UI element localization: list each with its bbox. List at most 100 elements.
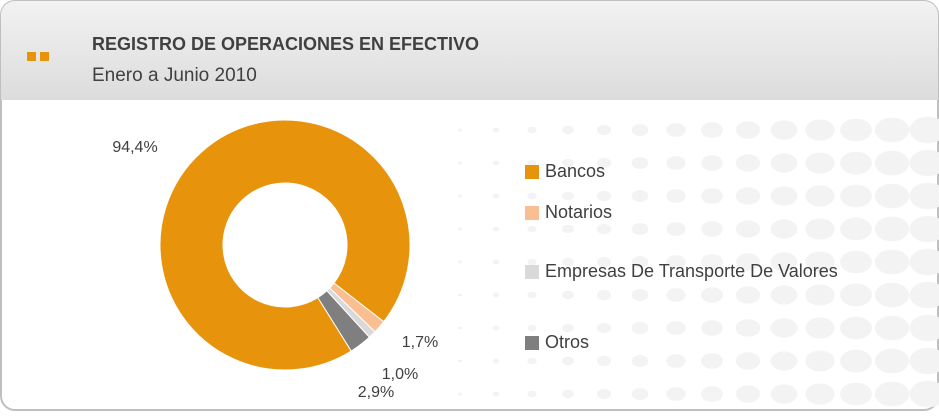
legend-swatch: [525, 206, 539, 220]
dot: [874, 150, 910, 176]
dot: [527, 258, 537, 266]
dot: [805, 251, 835, 273]
bullet: [27, 52, 36, 61]
dot: [770, 186, 798, 206]
bullet: [40, 52, 49, 61]
dot: [666, 255, 686, 269]
dot: [735, 319, 761, 337]
dot: [492, 358, 500, 364]
dot: [701, 122, 723, 138]
dot: [631, 190, 649, 202]
dot: [840, 250, 872, 274]
dot: [492, 193, 500, 199]
dot: [735, 220, 761, 238]
dot: [631, 289, 649, 301]
dot: [562, 257, 574, 267]
dot: [840, 382, 872, 406]
dot: [805, 218, 835, 240]
header: [1, 1, 938, 100]
donut-slice: [317, 290, 371, 352]
dot: [527, 357, 537, 365]
dot: [666, 189, 686, 203]
dot: [457, 128, 463, 132]
dot: [562, 224, 574, 234]
dot: [840, 283, 872, 307]
dot: [457, 260, 463, 264]
dot: [631, 322, 649, 334]
data-label: 2,9%: [358, 384, 394, 401]
dot: [457, 293, 463, 297]
dot: [770, 285, 798, 305]
dot: [874, 315, 910, 341]
legend-swatch: [525, 336, 539, 350]
dot: [527, 159, 537, 167]
dot: [492, 325, 500, 331]
dot: [596, 355, 612, 367]
dot: [735, 352, 761, 370]
dot: [909, 281, 939, 309]
dot: [527, 126, 537, 134]
dot: [666, 156, 686, 170]
legend-label: Empresas De Transporte De Valores: [545, 261, 838, 281]
dot: [527, 192, 537, 200]
dot: [562, 191, 574, 201]
dot: [770, 219, 798, 239]
dot: [909, 248, 939, 276]
dot: [874, 282, 910, 308]
dot: [457, 359, 463, 363]
chart-title: REGISTRO DE OPERACIONES EN EFECTIVO: [92, 34, 479, 54]
dot: [909, 116, 939, 144]
dot: [457, 392, 463, 396]
dot: [735, 154, 761, 172]
dot: [874, 381, 910, 407]
dot: [770, 351, 798, 371]
dot: [805, 350, 835, 372]
dot: [631, 355, 649, 367]
dot: [492, 292, 500, 298]
legend-label: Otros: [545, 332, 589, 352]
legend-swatch: [525, 165, 539, 179]
dot: [596, 124, 612, 136]
dot: [735, 286, 761, 304]
dot: [457, 194, 463, 198]
dot: [596, 190, 612, 202]
dot: [457, 227, 463, 231]
dot: [770, 384, 798, 404]
dot: [562, 125, 574, 135]
legend-swatch: [525, 265, 539, 279]
chart-subtitle: Enero a Junio 2010: [92, 65, 257, 86]
dot: [666, 387, 686, 401]
dot: [701, 386, 723, 402]
data-label: 1,0%: [382, 366, 418, 383]
dot: [631, 388, 649, 400]
dot: [735, 385, 761, 403]
dot: [874, 117, 910, 143]
dot: [562, 389, 574, 399]
dot: [770, 252, 798, 272]
dot: [666, 321, 686, 335]
dot: [492, 127, 500, 133]
data-label: 94,4%: [112, 139, 157, 156]
dot: [805, 383, 835, 405]
dot: [701, 221, 723, 237]
dot: [527, 324, 537, 332]
dot: [492, 391, 500, 397]
donut-slice: [159, 119, 411, 371]
dot: [596, 388, 612, 400]
legend-label: Bancos: [545, 161, 605, 181]
dot: [770, 153, 798, 173]
dot: [840, 316, 872, 340]
dot: [527, 390, 537, 398]
dot: [909, 314, 939, 342]
dot: [631, 124, 649, 136]
dot: [562, 158, 574, 168]
dot: [840, 217, 872, 241]
background-pattern: [457, 116, 939, 408]
dot: [666, 222, 686, 236]
data-label: 1,7%: [402, 334, 438, 351]
dot: [735, 253, 761, 271]
dot: [840, 118, 872, 142]
dot: [874, 183, 910, 209]
dot: [631, 256, 649, 268]
